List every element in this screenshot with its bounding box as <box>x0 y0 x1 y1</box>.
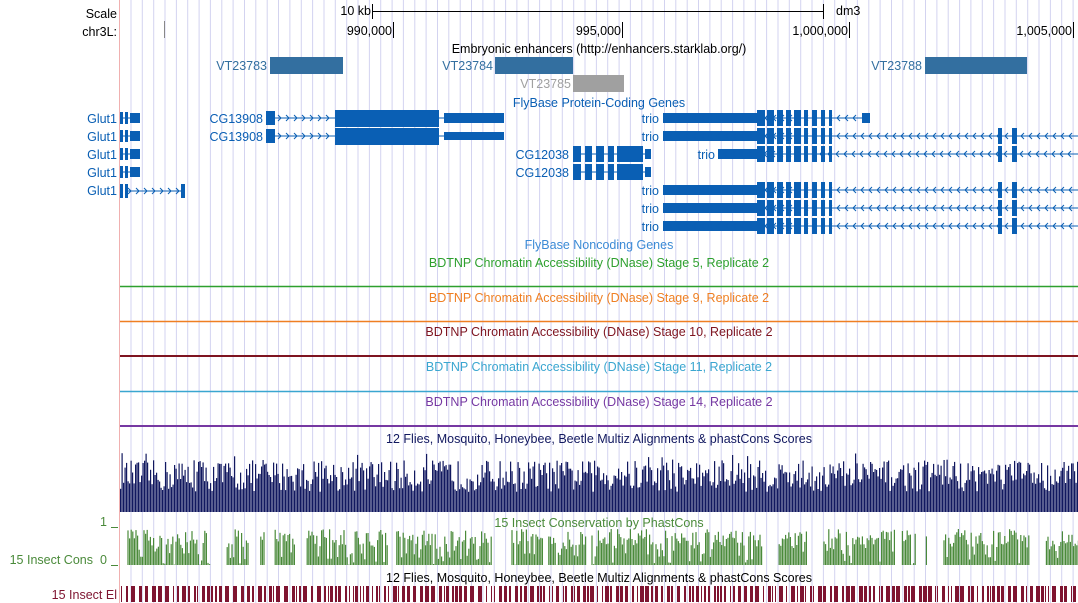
gene-label-trio[interactable]: trio <box>642 220 659 234</box>
scale-bar-label: 10 kb <box>340 4 371 18</box>
multiz-signal <box>120 453 1078 512</box>
gene-label-trio[interactable]: trio <box>642 184 659 198</box>
elements-track-title: 12 Flies, Mosquito, Honeybee, Beetle Mul… <box>386 571 812 585</box>
gene-label-glut1[interactable]: Glut1 <box>87 184 117 198</box>
enhancers-track-title: Embryonic enhancers (http://enhancers.st… <box>452 42 747 56</box>
dnase-stage-11-track[interactable]: BDTNP Chromatin Accessibility (DNase) St… <box>120 360 1078 393</box>
enhancer-feature-vt23784[interactable] <box>495 57 573 74</box>
dnase-stage-10-track[interactable]: BDTNP Chromatin Accessibility (DNase) St… <box>120 325 1078 357</box>
enhancer-feature-vt23788[interactable] <box>925 57 1027 74</box>
enhancers-track[interactable]: Embryonic enhancers (http://enhancers.st… <box>216 42 1027 92</box>
gene-label-trio[interactable]: trio <box>698 148 715 162</box>
enhancer-feature-vt23783[interactable] <box>270 57 343 74</box>
dnase-stage-11-title: BDTNP Chromatin Accessibility (DNase) St… <box>426 360 772 374</box>
assembly-label: dm3 <box>836 4 860 18</box>
dnase-stage-9-track[interactable]: BDTNP Chromatin Accessibility (DNase) St… <box>120 291 1078 323</box>
gene-label-trio[interactable]: trio <box>642 130 659 144</box>
phastcons-side-label[interactable]: 15 Insect Cons <box>10 553 93 567</box>
gene-label-trio[interactable]: trio <box>642 112 659 126</box>
noncoding-genes-track-title: FlyBase Noncoding Genes <box>525 238 674 252</box>
dnase-stage-14-track[interactable]: BDTNP Chromatin Accessibility (DNase) St… <box>120 395 1078 427</box>
phastcons-track[interactable]: 15 Insect Conservation by PhastCons 15 I… <box>10 515 1078 567</box>
position-label-990000: 990,000 <box>347 24 392 38</box>
enhancer-label-vt23785[interactable]: VT23785 <box>520 77 571 91</box>
base-position-ruler[interactable]: Scale chr3L: 10 kb dm3 990,000 995,000 1… <box>82 4 1074 39</box>
gene-label-glut1[interactable]: Glut1 <box>87 130 117 144</box>
dnase-stage-5-title: BDTNP Chromatin Accessibility (DNase) St… <box>429 256 769 270</box>
dnase-stage-9-title: BDTNP Chromatin Accessibility (DNase) St… <box>429 291 769 305</box>
dnase-stage-5-track[interactable]: BDTNP Chromatin Accessibility (DNase) St… <box>120 256 1078 288</box>
chromosome-label: chr3L: <box>82 25 117 39</box>
position-label-1005000: 1,005,000 <box>1016 24 1072 38</box>
enhancer-label-vt23788[interactable]: VT23788 <box>871 59 922 73</box>
conserved-elements-track[interactable]: 12 Flies, Mosquito, Honeybee, Beetle Mul… <box>52 571 1076 602</box>
phastcons-signal <box>127 529 1078 565</box>
dnase-stage-14-title: BDTNP Chromatin Accessibility (DNase) St… <box>425 395 772 409</box>
phastcons-y-min: 0 <box>100 553 107 567</box>
multiz-alignment-track[interactable]: 12 Flies, Mosquito, Honeybee, Beetle Mul… <box>120 432 1078 512</box>
phastcons-track-title: 15 Insect Conservation by PhastCons <box>494 516 703 530</box>
position-label-995000: 995,000 <box>576 24 621 38</box>
dnase-stage-10-title: BDTNP Chromatin Accessibility (DNase) St… <box>425 325 772 339</box>
phastcons-y-max: 1 <box>100 515 107 529</box>
multiz-track-title: 12 Flies, Mosquito, Honeybee, Beetle Mul… <box>386 432 812 446</box>
gene-label-glut1[interactable]: Glut1 <box>87 148 117 162</box>
scale-label: Scale <box>86 7 117 21</box>
enhancer-label-vt23783[interactable]: VT23783 <box>216 59 267 73</box>
gene-label-trio[interactable]: trio <box>642 202 659 216</box>
gene-models[interactable] <box>120 110 1078 234</box>
gene-label-glut1[interactable]: Glut1 <box>87 166 117 180</box>
gene-label-cg12038[interactable]: CG12038 <box>515 166 569 180</box>
gene-label-cg13908[interactable]: CG13908 <box>209 130 263 144</box>
gene-label-glut1[interactable]: Glut1 <box>87 112 117 126</box>
genes-track-title: FlyBase Protein-Coding Genes <box>513 96 685 110</box>
conserved-elements-signal <box>121 586 1076 602</box>
enhancer-label-vt23784[interactable]: VT23784 <box>442 59 493 73</box>
gene-label-cg13908[interactable]: CG13908 <box>209 112 263 126</box>
flybase-protein-coding-genes-track[interactable]: FlyBase Protein-Coding Genes Glut1 Glut1… <box>87 96 1078 234</box>
enhancer-feature-vt23785[interactable] <box>573 75 624 92</box>
position-label-1000000: 1,000,000 <box>792 24 848 38</box>
gene-label-cg12038[interactable]: CG12038 <box>515 148 569 162</box>
elements-side-label[interactable]: 15 Insect El <box>52 588 117 602</box>
